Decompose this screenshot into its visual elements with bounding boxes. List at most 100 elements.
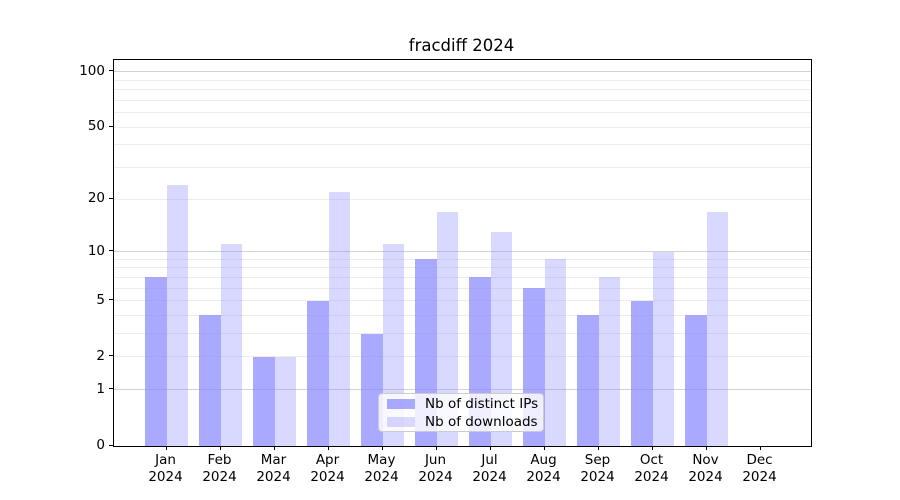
gridline-minor bbox=[114, 333, 811, 334]
month-label: Sep bbox=[584, 452, 611, 468]
bar-distinct-ips bbox=[307, 300, 329, 446]
y-axis-tick bbox=[109, 70, 113, 72]
bar-distinct-ips bbox=[577, 315, 599, 446]
month-label: Nov bbox=[692, 452, 719, 468]
x-axis-tick-label: Jan 2024 bbox=[126, 452, 206, 486]
year-label: 2024 bbox=[256, 469, 291, 485]
legend-entry-downloads: Nb of downloads bbox=[387, 413, 538, 430]
bar-distinct-ips bbox=[631, 300, 653, 446]
bar-distinct-ips bbox=[253, 356, 275, 446]
gridline-major bbox=[114, 71, 811, 73]
x-axis-tick bbox=[705, 446, 707, 450]
y-axis-tick-label: 5 bbox=[96, 291, 105, 308]
year-label: 2024 bbox=[364, 469, 399, 485]
y-axis-tick-label: 100 bbox=[79, 62, 105, 79]
bar-downloads bbox=[544, 259, 566, 446]
year-label: 2024 bbox=[472, 469, 507, 485]
x-axis-tick-label: Apr 2024 bbox=[288, 452, 368, 486]
y-axis-tick-label: 10 bbox=[87, 242, 105, 259]
bar-downloads bbox=[220, 244, 242, 446]
x-axis-tick-label: Sep 2024 bbox=[558, 452, 638, 486]
year-label: 2024 bbox=[418, 469, 453, 485]
bar-distinct-ips bbox=[685, 315, 707, 446]
gridline-minor bbox=[114, 126, 811, 128]
plot-area: Nb of distinct IPs Nb of downloads bbox=[113, 59, 812, 447]
gridline-minor bbox=[114, 258, 811, 260]
x-axis-tick-label: Oct 2024 bbox=[612, 452, 692, 486]
y-axis-tick-label: 0 bbox=[96, 437, 105, 453]
gridline-minor bbox=[114, 89, 811, 90]
month-label: Jan bbox=[155, 452, 176, 468]
year-label: 2024 bbox=[688, 469, 723, 485]
legend-swatch-downloads-icon bbox=[387, 416, 415, 427]
gridline-minor bbox=[114, 79, 811, 81]
legend: Nb of distinct IPs Nb of downloads bbox=[378, 393, 544, 432]
bar-downloads bbox=[490, 231, 512, 446]
bar-distinct-ips bbox=[199, 315, 221, 446]
year-label: 2024 bbox=[580, 469, 615, 485]
x-axis-tick bbox=[651, 446, 653, 450]
gridline-minor bbox=[114, 112, 811, 113]
y-axis-tick bbox=[109, 197, 113, 199]
gridline-minor bbox=[114, 276, 811, 278]
x-axis-tick-label: Dec 2024 bbox=[720, 452, 800, 486]
chart-title: fracdiff 2024 bbox=[408, 36, 515, 55]
x-axis-tick-label: Nov 2024 bbox=[666, 452, 746, 486]
legend-swatch-distinct-ips-icon bbox=[387, 398, 415, 409]
bar-downloads bbox=[706, 211, 728, 446]
legend-entry-distinct-ips: Nb of distinct IPs bbox=[387, 395, 539, 412]
y-axis-tick-label: 20 bbox=[87, 190, 105, 206]
x-axis-tick bbox=[597, 446, 599, 450]
bar-distinct-ips bbox=[361, 333, 383, 446]
month-label: Apr bbox=[315, 452, 340, 468]
year-label: 2024 bbox=[742, 469, 777, 485]
y-axis-tick-label: 50 bbox=[87, 118, 105, 134]
legend-label-downloads: Nb of downloads bbox=[425, 413, 538, 430]
gridline-minor bbox=[114, 287, 811, 289]
x-axis-tick bbox=[273, 446, 275, 450]
bar-downloads bbox=[166, 184, 188, 446]
month-label: Jul bbox=[481, 452, 498, 468]
bar-downloads bbox=[328, 191, 350, 446]
month-label: Oct bbox=[639, 452, 664, 468]
y-axis-tick-label: 1 bbox=[96, 380, 105, 397]
x-axis-tick bbox=[543, 446, 545, 450]
month-label: Dec bbox=[746, 452, 773, 468]
x-axis-tick bbox=[759, 446, 761, 450]
month-label: Aug bbox=[530, 452, 557, 468]
month-label: Mar bbox=[260, 452, 287, 468]
year-label: 2024 bbox=[310, 469, 345, 485]
x-axis-tick bbox=[165, 446, 167, 450]
gridline-minor bbox=[114, 198, 811, 200]
x-axis-tick-label: Aug 2024 bbox=[504, 452, 584, 486]
y-axis-tick bbox=[109, 250, 113, 251]
x-axis-tick bbox=[327, 446, 329, 450]
x-axis-tick-label: Mar 2024 bbox=[234, 452, 314, 486]
bar-downloads bbox=[652, 251, 674, 446]
x-axis-tick bbox=[435, 446, 437, 450]
x-axis-tick-label: Jul 2024 bbox=[450, 452, 530, 486]
bar-downloads bbox=[274, 356, 296, 446]
y-axis-tick-label: 2 bbox=[96, 347, 105, 364]
y-axis-tick bbox=[109, 125, 113, 127]
gridline-minor bbox=[114, 144, 811, 146]
gridline-minor bbox=[114, 300, 811, 302]
x-axis-tick bbox=[489, 446, 491, 450]
bar-distinct-ips bbox=[145, 277, 167, 446]
year-label: 2024 bbox=[202, 469, 237, 485]
gridline-minor bbox=[114, 99, 811, 101]
gridline-major bbox=[114, 389, 811, 391]
y-axis-tick bbox=[109, 355, 113, 357]
legend-label-distinct-ips: Nb of distinct IPs bbox=[425, 395, 539, 412]
gridline-minor bbox=[114, 314, 811, 316]
gridline-minor bbox=[114, 166, 811, 168]
x-axis-tick-label: Jun 2024 bbox=[396, 452, 476, 486]
x-axis-tick-label: Feb 2024 bbox=[180, 452, 260, 486]
bar-downloads bbox=[436, 211, 458, 446]
gridline-minor bbox=[114, 267, 811, 269]
x-axis-tick-label: May 2024 bbox=[342, 452, 422, 486]
month-label: Feb bbox=[207, 452, 232, 468]
y-axis-tick bbox=[109, 299, 113, 301]
x-axis-tick bbox=[381, 446, 383, 450]
gridline-minor bbox=[114, 356, 811, 358]
